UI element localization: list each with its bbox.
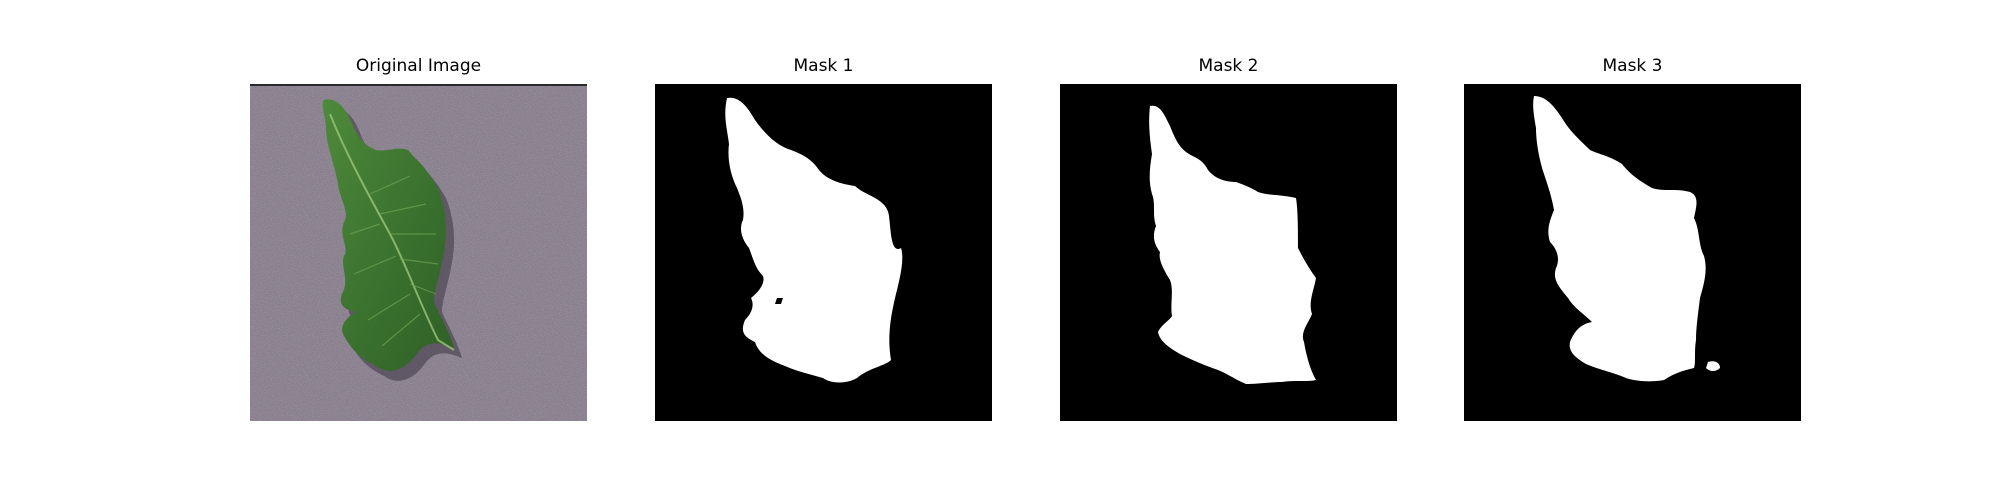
mask-3-title: Mask 3 (1602, 56, 1663, 76)
mask-1-title: Mask 1 (793, 56, 854, 76)
original-image-panel: Original Image (250, 56, 587, 421)
mask-3-panel: Mask 3 (1464, 56, 1801, 421)
mask-2-region (1149, 105, 1316, 384)
original-image (250, 84, 587, 421)
mask-1-region (725, 97, 903, 383)
leaf-veins (349, 175, 439, 347)
mask-1-hole (775, 298, 783, 304)
mask-2-panel: Mask 2 (1060, 56, 1397, 421)
mask-3-region (1533, 96, 1706, 382)
mask-2-title: Mask 2 (1198, 56, 1259, 76)
mask-1-image (655, 84, 992, 421)
mask-3-image (1464, 84, 1801, 421)
mask-1-panel: Mask 1 (655, 56, 992, 421)
mask-3-speck (1706, 361, 1720, 371)
original-image-title: Original Image (355, 56, 482, 76)
photo-top-edge (250, 84, 587, 86)
mask-2-image (1060, 84, 1397, 421)
